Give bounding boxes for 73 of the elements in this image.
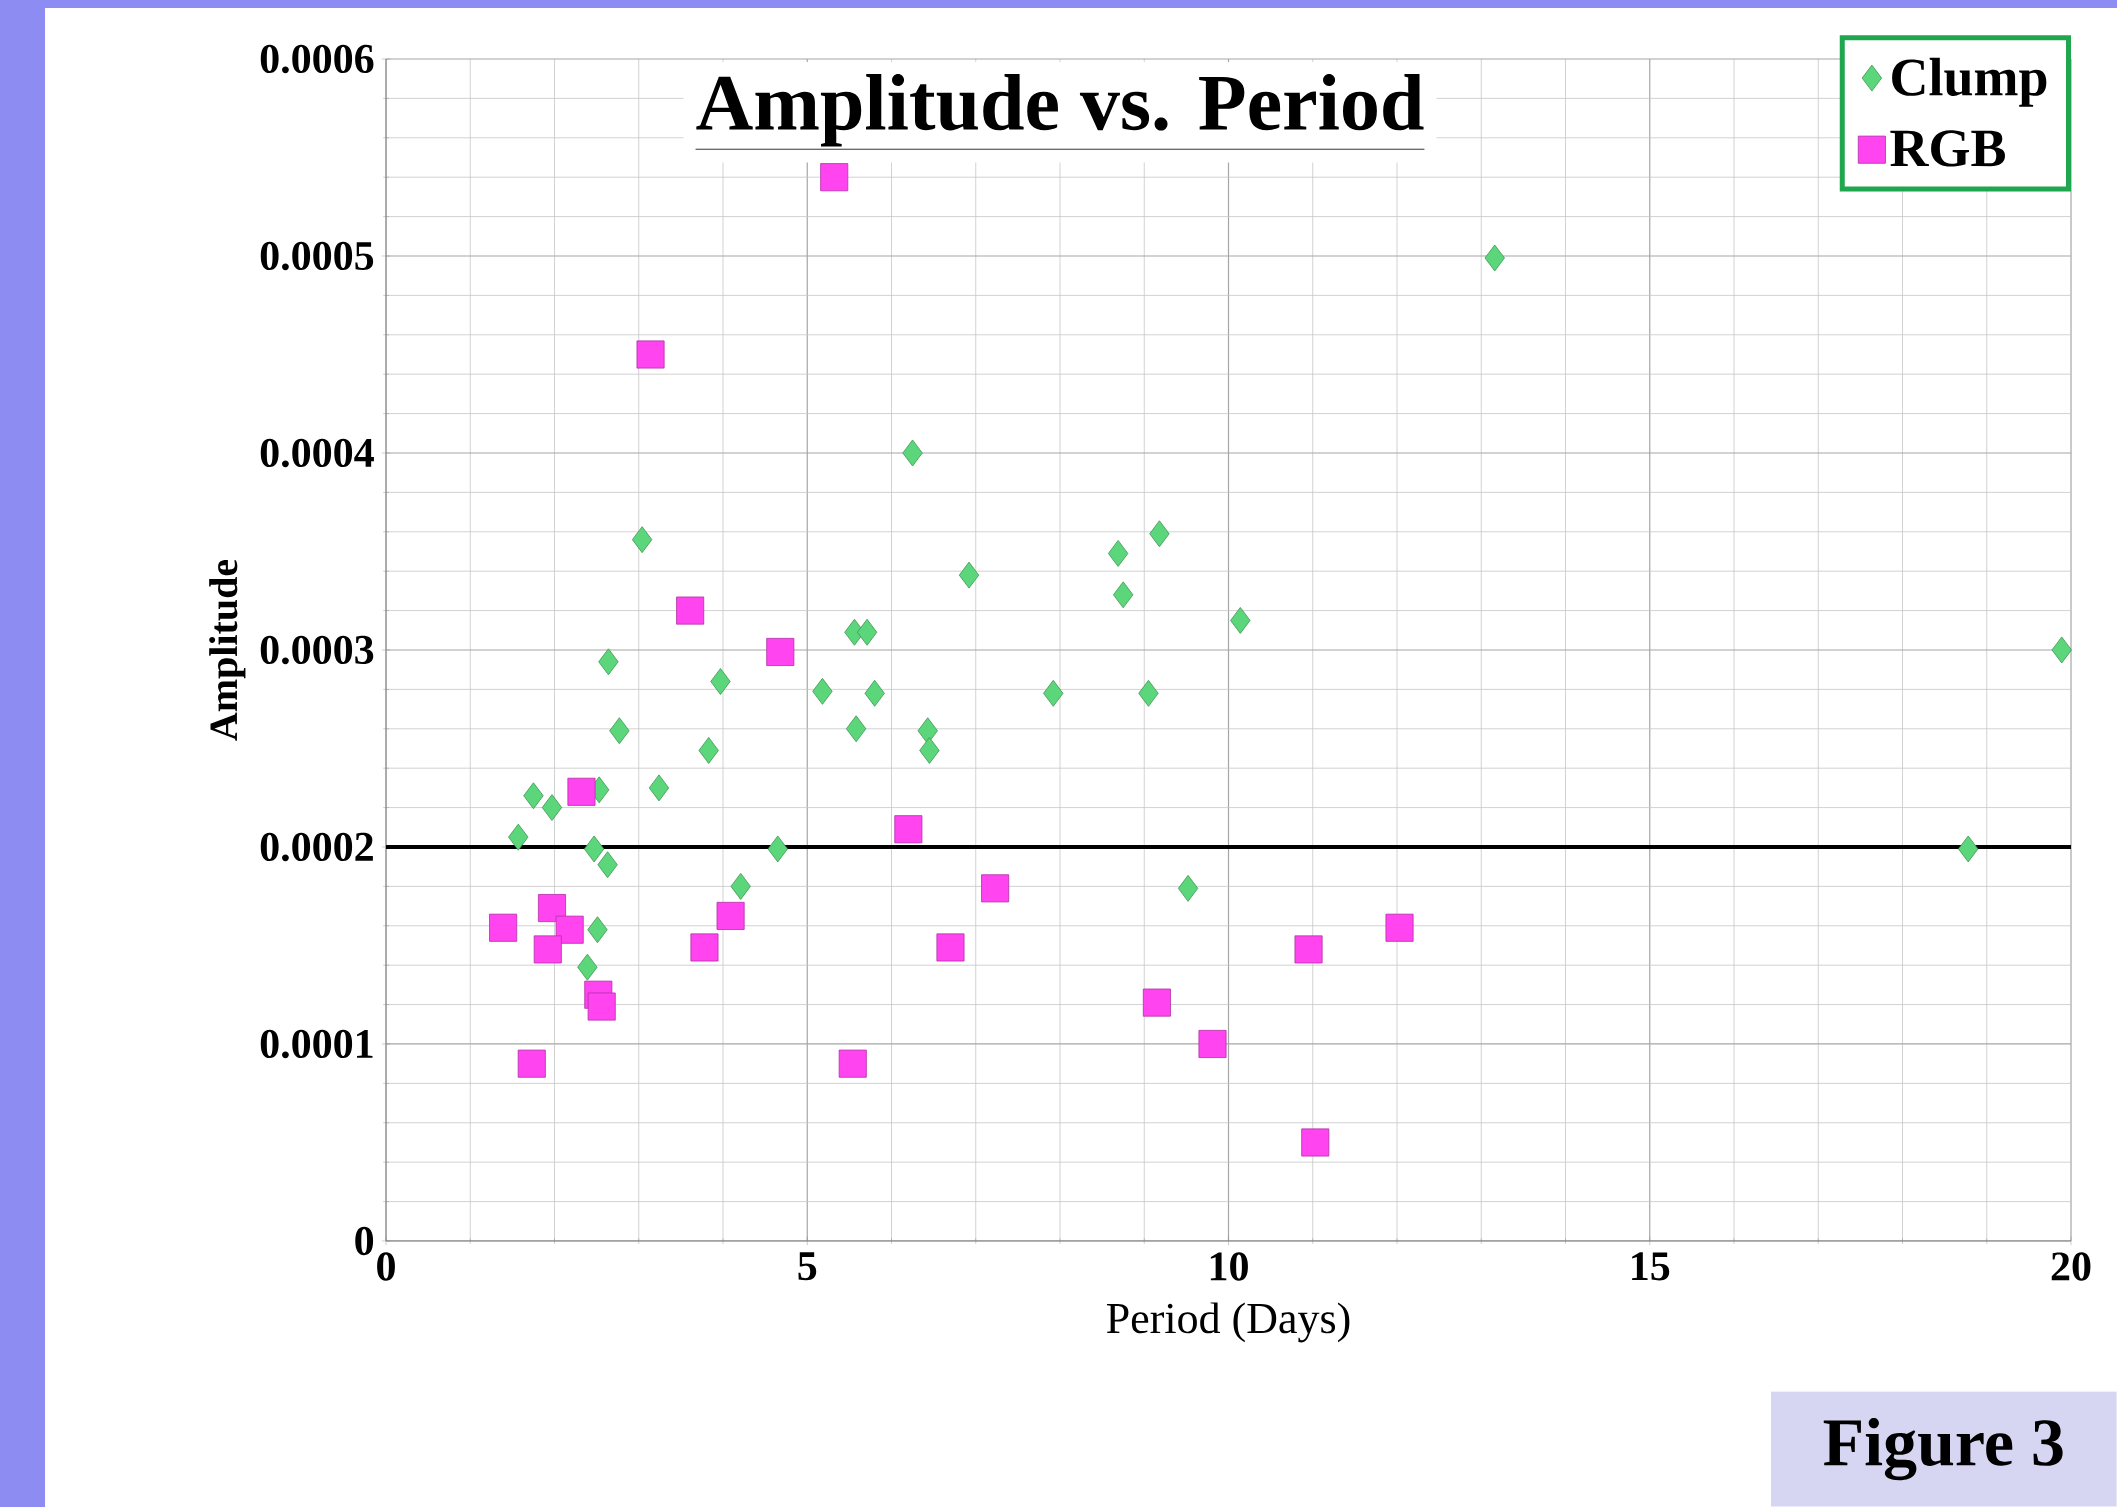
- y-axis-title: Amplitude: [209, 559, 246, 741]
- point: [1107, 540, 1129, 567]
- point: [648, 774, 670, 802]
- point: [958, 561, 980, 589]
- point: [587, 992, 616, 1021]
- point: [636, 340, 665, 369]
- legend-label: Clump: [1892, 57, 2047, 107]
- y-tick-label: 0.0002: [260, 832, 373, 862]
- point: [1385, 913, 1414, 942]
- point: [856, 618, 878, 646]
- point: [609, 717, 630, 745]
- point: [981, 874, 1010, 903]
- point: [766, 637, 795, 666]
- point: [919, 737, 940, 764]
- point: [508, 823, 529, 851]
- x-tick-label: 20: [2051, 1252, 2091, 1281]
- y-tick-label: 0.0005: [260, 241, 374, 271]
- x-tick-label: 0: [377, 1252, 395, 1281]
- y-tick-label: 0: [355, 1226, 374, 1256]
- point: [1177, 874, 1199, 902]
- point: [567, 777, 596, 806]
- point: [1198, 1029, 1227, 1058]
- x-tick-label: 15: [1632, 1252, 1670, 1281]
- point: [523, 782, 544, 810]
- point: [1958, 835, 1979, 863]
- point: [767, 835, 788, 863]
- point: [489, 913, 518, 942]
- point: [533, 935, 562, 964]
- y-tick-label: 0.0001: [260, 1029, 373, 1059]
- point: [1113, 581, 1134, 609]
- point: [1138, 679, 1159, 707]
- point: [541, 794, 563, 821]
- point: [820, 163, 849, 192]
- point: [1294, 935, 1323, 964]
- point: [864, 679, 885, 707]
- point: [894, 815, 923, 844]
- point: [583, 835, 605, 863]
- point: [1142, 988, 1171, 1017]
- point: [1301, 1128, 1330, 1157]
- point: [845, 715, 867, 743]
- point: [838, 1049, 867, 1078]
- point: [631, 526, 653, 554]
- point: [698, 737, 719, 764]
- point: [597, 851, 618, 879]
- point: [812, 677, 833, 705]
- point: [587, 916, 608, 944]
- y-tick-label: 0.0004: [260, 438, 374, 468]
- caption: Figure 3: [1823, 1418, 2063, 1481]
- x-tick-label: 10: [1210, 1252, 1248, 1281]
- point: [902, 439, 923, 467]
- point: [555, 915, 584, 944]
- point: [1230, 607, 1251, 634]
- point: [1149, 520, 1170, 548]
- point: [1043, 679, 1064, 707]
- point: [2051, 636, 2072, 664]
- x-tick-label: 5: [798, 1252, 817, 1281]
- point: [936, 933, 965, 962]
- point: [716, 901, 745, 930]
- legend-label: RGB: [1890, 130, 2005, 167]
- point: [577, 953, 598, 981]
- point: [517, 1049, 546, 1078]
- y-tick-label: 0.0003: [260, 635, 374, 665]
- point: [730, 872, 751, 900]
- point: [710, 668, 731, 695]
- point: [537, 894, 566, 923]
- y-tick-label: 0.0006: [260, 44, 374, 74]
- point: [676, 596, 705, 625]
- point: [690, 933, 719, 962]
- point: [917, 717, 938, 745]
- chart-title: Amplitude vs. Period: [696, 73, 1424, 147]
- point: [598, 648, 619, 676]
- x-axis-title: Period (Days): [1106, 1302, 1350, 1343]
- point: [1484, 244, 1505, 272]
